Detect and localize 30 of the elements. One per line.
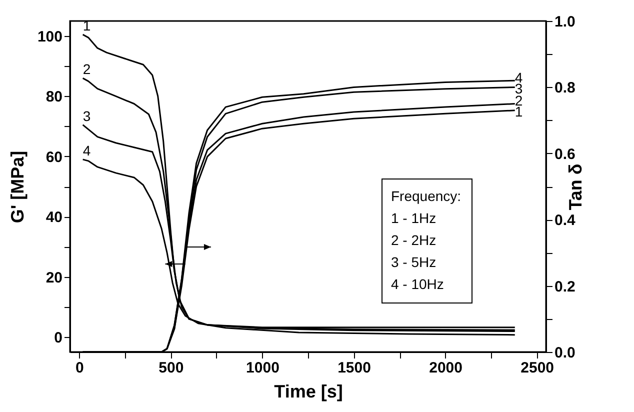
x-tick-label: 2500 [520, 360, 554, 376]
x-tick-label: 2000 [429, 360, 462, 376]
y-tick-label: 60 [46, 148, 62, 166]
annotation: 2 - 2Hz [391, 232, 436, 248]
x-tick-label: 0 [75, 360, 84, 376]
y2-tick-label: 0.4 [554, 212, 576, 230]
x-tick-label: 500 [158, 360, 184, 376]
x-tick-label: 1000 [246, 360, 280, 376]
y-tick-label: 20 [46, 269, 62, 286]
y2-axis-title: Tan δ [565, 164, 586, 210]
y-tick-label: 80 [46, 88, 62, 106]
y-tick-label: 40 [46, 209, 62, 226]
y2-tick-label: 0.0 [554, 344, 576, 362]
y-axis-title: G' [MPa] [7, 150, 28, 224]
annotation: 4 - 10Hz [391, 276, 444, 292]
y-tick-label: 100 [37, 28, 62, 46]
annotation: 1 - 1Hz [391, 210, 436, 226]
annotation: 3 - 5Hz [391, 254, 436, 270]
annotation: Frequency: [391, 188, 462, 204]
x-tick-label: 1500 [338, 360, 371, 376]
y2-tick-label: 1.0 [554, 14, 576, 30]
y-tick-label: 0 [54, 329, 62, 346]
series-label: 2 [82, 61, 91, 78]
series-label: 3 [82, 108, 91, 124]
series-label: 1 [82, 18, 91, 34]
series-label: 4 [82, 142, 91, 158]
y2-tick-label: 0.2 [554, 278, 576, 296]
y2-tick-label: 0.8 [554, 80, 576, 97]
y2-tick-label: 0.6 [554, 146, 576, 163]
x-axis-title: Time [s] [274, 382, 343, 402]
